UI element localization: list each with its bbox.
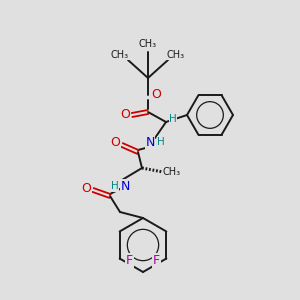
Text: H: H <box>111 181 119 191</box>
Text: CH₃: CH₃ <box>163 167 181 177</box>
Text: CH₃: CH₃ <box>167 50 185 60</box>
Text: O: O <box>120 109 130 122</box>
Text: CH₃: CH₃ <box>139 39 157 49</box>
Text: O: O <box>81 182 91 194</box>
Text: CH₃: CH₃ <box>111 50 129 60</box>
Text: F: F <box>126 254 133 267</box>
Text: H: H <box>157 137 165 147</box>
Text: O: O <box>110 136 120 149</box>
Text: F: F <box>153 254 160 267</box>
Text: N: N <box>120 179 130 193</box>
Text: O: O <box>151 88 161 101</box>
Text: N: N <box>145 136 155 148</box>
Text: H: H <box>169 114 177 124</box>
